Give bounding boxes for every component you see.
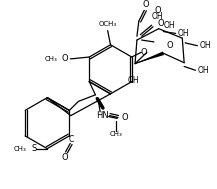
Text: O: O xyxy=(122,113,128,122)
Text: O: O xyxy=(62,54,68,64)
Text: OH: OH xyxy=(127,76,139,85)
Text: O: O xyxy=(141,48,147,57)
Text: O: O xyxy=(158,19,164,28)
Text: C: C xyxy=(69,135,74,144)
Text: CH₃: CH₃ xyxy=(110,132,123,137)
Text: OH: OH xyxy=(152,12,164,21)
Polygon shape xyxy=(135,51,164,64)
Text: HN: HN xyxy=(97,111,109,120)
Text: O: O xyxy=(166,41,173,50)
Text: CH₃: CH₃ xyxy=(44,56,57,62)
Text: O: O xyxy=(142,0,149,9)
Text: OH: OH xyxy=(197,66,209,75)
Text: O: O xyxy=(155,6,161,15)
Text: O: O xyxy=(61,153,68,162)
Text: OH: OH xyxy=(163,21,175,30)
Text: OCH₃: OCH₃ xyxy=(99,21,117,27)
Text: OH: OH xyxy=(178,29,189,38)
Text: CH₃: CH₃ xyxy=(14,146,26,152)
Text: S: S xyxy=(31,144,37,153)
Text: OH: OH xyxy=(199,41,211,50)
